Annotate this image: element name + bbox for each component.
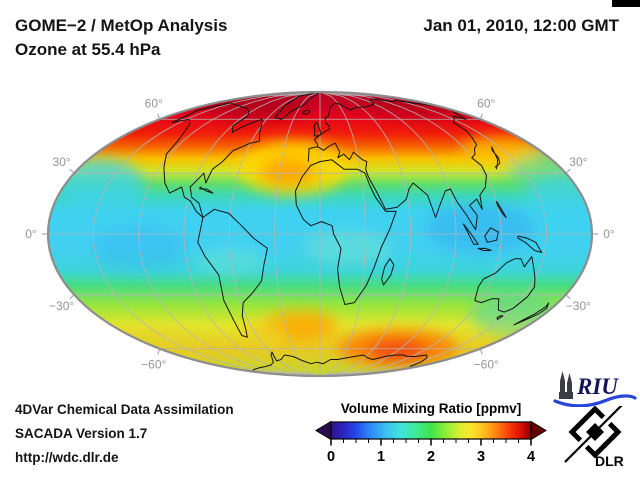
page-subtitle: Ozone at 55.4 hPa — [15, 40, 161, 59]
coastline — [477, 247, 492, 251]
dlr-center-diamond — [586, 423, 604, 441]
field-blob — [102, 327, 198, 357]
coastlines — [163, 92, 550, 371]
lat-label: 0° — [25, 227, 37, 241]
field-blob — [470, 295, 560, 335]
field-blob — [495, 337, 585, 363]
lat-label: −60° — [474, 358, 499, 372]
field-blob — [460, 136, 540, 164]
field-blob — [195, 248, 265, 276]
graticule — [48, 92, 592, 376]
colorbar-tick-label: 1 — [377, 449, 385, 465]
coastline — [495, 200, 507, 218]
footer-credits: 4DVar Chemical Data Assimilation SACADA … — [15, 398, 234, 470]
coastline — [462, 223, 479, 245]
lat-label: −60° — [141, 358, 166, 372]
page-title: GOME−2 / MetOp Analysis — [15, 16, 228, 35]
field-blob — [238, 321, 286, 343]
riu-logo-text: RIU — [576, 374, 619, 399]
coastline — [252, 351, 428, 371]
field-blob — [260, 158, 316, 186]
coastline — [474, 256, 536, 313]
coastline — [302, 109, 311, 115]
coastline — [163, 102, 263, 218]
coastline — [491, 146, 501, 170]
coastline — [517, 235, 543, 253]
colorbar-gradient-bar — [330, 421, 532, 440]
coastline — [496, 315, 504, 320]
colorbar-ticks — [330, 439, 532, 446]
dlr-logo-text: DLR — [595, 453, 624, 469]
lat-tick — [479, 113, 483, 120]
lat-tick — [69, 168, 75, 174]
lat-tick — [479, 348, 483, 355]
colorbar-left-arrow — [315, 420, 332, 441]
lat-label: 30° — [53, 155, 71, 169]
dlr-diamond-outline — [568, 406, 622, 459]
lat-label: 0° — [603, 227, 615, 241]
coastline — [381, 258, 395, 286]
colorbar-title: Volume Mixing Ratio [ppmv] — [341, 401, 522, 416]
lat-tick — [157, 113, 161, 120]
field-blob — [56, 158, 144, 212]
field-blob — [425, 203, 535, 253]
lat-label: −30° — [49, 299, 74, 313]
riu-swoosh — [553, 394, 637, 407]
coastline — [313, 122, 322, 137]
field-blob — [303, 232, 393, 264]
coastline — [274, 92, 321, 120]
datetime-label: Jan 01, 2010, 12:00 GMT — [423, 16, 619, 35]
colorbar-tick-label: 3 — [477, 449, 485, 465]
coastline — [197, 208, 268, 338]
cathedral-icon — [559, 371, 573, 399]
lat-tick — [565, 168, 571, 174]
lat-tick — [565, 294, 571, 300]
coastline — [307, 98, 487, 231]
lat-label: 60° — [477, 96, 495, 110]
footer-line-version: SACADA Version 1.7 — [15, 426, 148, 441]
footer-line-assimilation: 4DVar Chemical Data Assimilation — [15, 402, 234, 417]
lat-tick — [157, 348, 161, 355]
lat-label: −30° — [566, 299, 591, 313]
colorbar-tick-label: 4 — [527, 449, 535, 465]
lat-label: 60° — [145, 96, 163, 110]
footer-line-url: http://wdc.dlr.de — [15, 450, 119, 465]
riu-logo: RIU — [553, 371, 637, 407]
colorbar-tick-label: 2 — [427, 449, 435, 465]
coastline — [199, 186, 214, 194]
coastline — [295, 159, 397, 305]
lat-tick — [69, 294, 75, 300]
colorbar: Volume Mixing Ratio [ppmv] 0 1 2 3 4 — [315, 401, 547, 465]
coastline — [513, 302, 550, 326]
coastline — [484, 227, 499, 243]
colorbar-tick-label: 0 — [327, 449, 335, 465]
latitude-labels: 60° 60° 30° 30° 0° 0° −30° −30° −60° −60° — [25, 96, 615, 371]
lat-label: 30° — [569, 155, 587, 169]
corner-mark — [612, 0, 640, 7]
dlr-logo: DLR — [564, 406, 624, 469]
colorbar-right-arrow — [530, 420, 547, 441]
